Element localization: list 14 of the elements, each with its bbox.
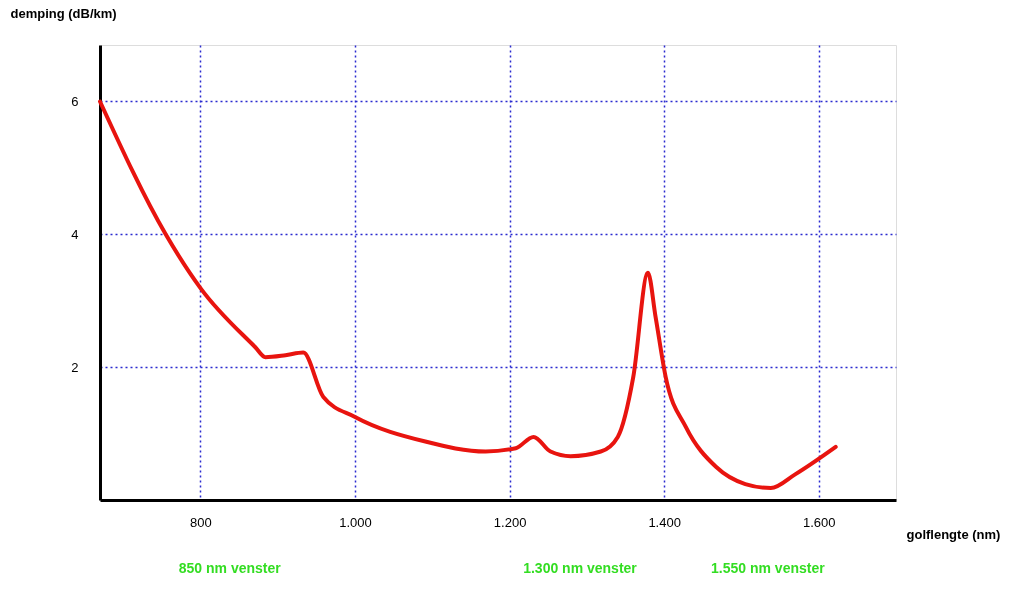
- text: 850 nm venster: [178, 560, 282, 576]
- line-series: [98, 99, 838, 491]
- x-tick-label: 1.000: [339, 514, 372, 530]
- y-axis-title: demping (dB/km): [10, 5, 117, 21]
- text: 1.300 nm venster: [523, 560, 638, 576]
- x-axis-title: golflengte (nm): [906, 526, 1001, 542]
- text: 1.550 nm venster: [711, 560, 826, 576]
- x-tick-label: 1.600: [802, 514, 836, 530]
- x-tick-label: 800: [190, 514, 212, 530]
- y-tick-label: 6: [71, 93, 79, 109]
- y-tick-label: 4: [71, 226, 79, 242]
- x-tick-label: 1.200: [493, 514, 527, 530]
- x-tick-label: 1.400: [648, 514, 681, 530]
- y-tick-label: 2: [71, 359, 79, 375]
